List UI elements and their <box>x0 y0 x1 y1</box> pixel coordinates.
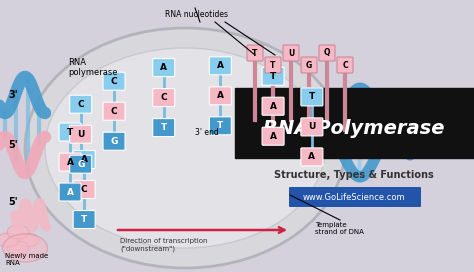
FancyBboxPatch shape <box>283 45 299 61</box>
FancyBboxPatch shape <box>103 72 125 90</box>
Ellipse shape <box>7 241 29 255</box>
Text: A: A <box>270 102 276 111</box>
FancyBboxPatch shape <box>301 118 323 136</box>
Text: T: T <box>81 215 87 224</box>
Text: U: U <box>308 122 316 131</box>
Text: RNA nucleotides: RNA nucleotides <box>165 10 228 19</box>
FancyBboxPatch shape <box>262 97 284 115</box>
FancyBboxPatch shape <box>73 181 95 199</box>
FancyBboxPatch shape <box>103 102 125 120</box>
Text: www.GoLifeScience.com: www.GoLifeScience.com <box>303 193 405 202</box>
Ellipse shape <box>0 233 19 247</box>
Text: Template
strand of DNA: Template strand of DNA <box>315 222 364 235</box>
Text: Q: Q <box>324 48 330 57</box>
Text: T: T <box>270 72 276 81</box>
Text: C: C <box>81 185 88 194</box>
FancyBboxPatch shape <box>59 153 81 171</box>
Text: T: T <box>67 128 73 137</box>
Text: C: C <box>111 107 118 116</box>
Text: A: A <box>270 132 276 141</box>
FancyBboxPatch shape <box>73 150 95 169</box>
Ellipse shape <box>7 225 29 239</box>
FancyBboxPatch shape <box>210 57 231 75</box>
Text: A: A <box>217 91 224 100</box>
Text: 5': 5' <box>8 140 18 150</box>
Text: Direction of transcription
("downstream"): Direction of transcription ("downstream"… <box>120 238 208 252</box>
Text: A: A <box>217 61 224 70</box>
FancyBboxPatch shape <box>301 148 323 166</box>
Text: T: T <box>161 123 167 132</box>
Text: Newly made
RNA: Newly made RNA <box>5 253 48 266</box>
Text: 3': 3' <box>8 90 18 100</box>
Text: C: C <box>342 60 348 70</box>
Text: A: A <box>309 152 315 161</box>
FancyBboxPatch shape <box>301 57 317 73</box>
FancyBboxPatch shape <box>301 88 323 106</box>
FancyBboxPatch shape <box>265 57 281 73</box>
Text: C: C <box>160 93 167 102</box>
Text: Structure, Types & Functions: Structure, Types & Functions <box>274 170 434 180</box>
Text: A: A <box>66 187 73 197</box>
Text: 5': 5' <box>8 197 18 207</box>
Text: U: U <box>77 130 84 139</box>
FancyBboxPatch shape <box>70 125 91 143</box>
Text: A: A <box>160 63 167 72</box>
Text: T: T <box>270 60 276 70</box>
Text: G: G <box>306 60 312 70</box>
FancyBboxPatch shape <box>153 58 175 77</box>
Text: C: C <box>77 100 84 109</box>
Ellipse shape <box>17 233 39 247</box>
Text: G: G <box>77 160 84 169</box>
FancyBboxPatch shape <box>210 87 231 105</box>
FancyBboxPatch shape <box>59 183 81 201</box>
FancyBboxPatch shape <box>73 211 95 228</box>
Text: C: C <box>111 77 118 86</box>
FancyBboxPatch shape <box>70 155 91 173</box>
Ellipse shape <box>2 234 47 262</box>
Text: U: U <box>288 48 294 57</box>
FancyBboxPatch shape <box>247 45 263 61</box>
FancyBboxPatch shape <box>59 123 81 141</box>
FancyBboxPatch shape <box>319 45 335 61</box>
FancyBboxPatch shape <box>210 117 231 135</box>
FancyBboxPatch shape <box>153 119 175 137</box>
Text: T: T <box>309 92 315 101</box>
Text: 3' end: 3' end <box>195 128 219 137</box>
FancyBboxPatch shape <box>289 187 421 207</box>
FancyBboxPatch shape <box>70 95 91 113</box>
Bar <box>235 88 474 158</box>
FancyBboxPatch shape <box>103 132 125 150</box>
Text: RNA
polymerase: RNA polymerase <box>68 58 118 78</box>
Text: G: G <box>110 137 118 146</box>
Ellipse shape <box>45 48 325 248</box>
FancyBboxPatch shape <box>337 57 353 73</box>
Text: A: A <box>81 155 88 164</box>
FancyBboxPatch shape <box>262 67 284 85</box>
Text: RNA Polymerase: RNA Polymerase <box>263 119 445 138</box>
Text: T: T <box>252 48 258 57</box>
FancyBboxPatch shape <box>262 127 284 145</box>
FancyBboxPatch shape <box>153 89 175 107</box>
Text: A: A <box>66 157 73 166</box>
Ellipse shape <box>25 28 345 268</box>
Text: T: T <box>217 121 223 130</box>
